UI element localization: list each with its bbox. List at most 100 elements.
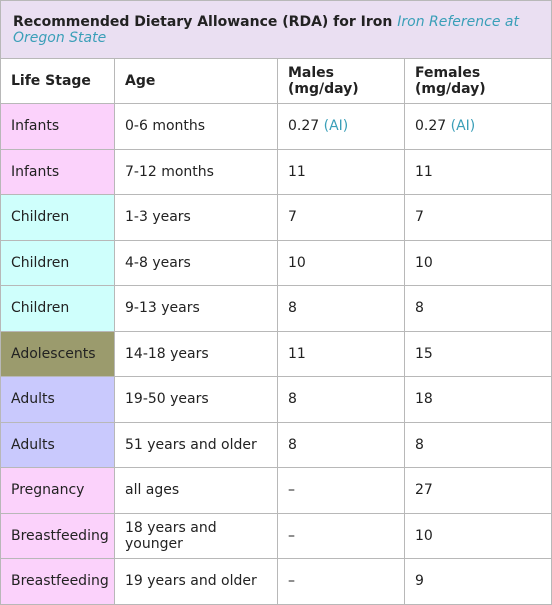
cell-females-value: 18 <box>415 391 433 408</box>
cell-life-stage-value: Adults <box>11 436 55 453</box>
cell-males: – <box>277 512 405 559</box>
cell-females-value: 0.27 <box>415 118 447 135</box>
cell-males: 8 <box>277 285 405 332</box>
cell-females-value: 10 <box>415 254 433 271</box>
cell-females: 27 <box>403 467 552 514</box>
table-caption-row: Recommended Dietary Allowance (RDA) for … <box>0 0 552 59</box>
cell-age: 14-18 years <box>114 330 278 377</box>
cell-life-stage: Infants <box>0 148 115 195</box>
cell-life-stage: Adults <box>0 376 115 423</box>
cell-age-value: 51 years and older <box>125 436 257 453</box>
cell-age: 19 years and older <box>114 558 278 605</box>
cell-females: 8 <box>403 285 552 332</box>
cell-females-value: 27 <box>415 482 433 499</box>
cell-males: 8 <box>277 376 405 423</box>
cell-males-value: 8 <box>288 436 297 453</box>
cell-age: 9-13 years <box>114 285 278 332</box>
table-row: Breastfeeding 18 years and younger – 10 <box>0 512 552 559</box>
cell-age-value: 4-8 years <box>125 254 191 271</box>
cell-age: 18 years and younger <box>114 512 278 559</box>
cell-males-note[interactable]: (AI) <box>323 118 349 135</box>
cell-females: 15 <box>403 330 552 377</box>
cell-age: 4-8 years <box>114 239 278 286</box>
table-row: Adolescents 14-18 years 11 15 <box>0 330 552 377</box>
cell-age: 7-12 months <box>114 148 278 195</box>
cell-age-value: 9-13 years <box>125 300 200 317</box>
cell-females-value: 8 <box>415 436 424 453</box>
cell-life-stage: Adults <box>0 421 115 468</box>
cell-females-value: 10 <box>415 527 433 544</box>
cell-males-value: 8 <box>288 391 297 408</box>
table-caption-title: Recommended Dietary Allowance (RDA) for … <box>13 13 393 30</box>
cell-males-value: 10 <box>288 254 306 271</box>
cell-age-value: 7-12 months <box>125 163 214 180</box>
cell-males: 11 <box>277 330 405 377</box>
cell-age-value: 1-3 years <box>125 209 191 226</box>
cell-females-value: 11 <box>415 163 433 180</box>
cell-females-note[interactable]: (AI) <box>450 118 476 135</box>
cell-females: 10 <box>403 239 552 286</box>
cell-males-value: – <box>288 573 295 590</box>
cell-females-value: 8 <box>415 300 424 317</box>
cell-life-stage-value: Breastfeeding <box>11 573 109 590</box>
cell-males-value: – <box>288 482 295 499</box>
cell-life-stage: Pregnancy <box>0 467 115 514</box>
cell-age-value: 19-50 years <box>125 391 209 408</box>
cell-age-value: 0-6 months <box>125 118 206 135</box>
cell-males-value: 0.27 <box>288 118 320 135</box>
cell-life-stage-value: Adults <box>11 391 55 408</box>
cell-males-value: 11 <box>288 163 306 180</box>
cell-females: 10 <box>403 512 552 559</box>
header-females: Females (mg/day) <box>403 58 552 104</box>
cell-females-value: 9 <box>415 573 424 590</box>
cell-life-stage-value: Infants <box>11 118 60 135</box>
cell-females: 8 <box>403 421 552 468</box>
header-life-stage: Life Stage <box>0 58 115 104</box>
cell-males: 8 <box>277 421 405 468</box>
table-row: Children 4-8 years 10 10 <box>0 239 552 286</box>
cell-males: – <box>277 558 405 605</box>
cell-females: 7 <box>403 194 552 241</box>
cell-life-stage-value: Adolescents <box>11 345 96 362</box>
cell-life-stage: Children <box>0 285 115 332</box>
table-row: Infants 7-12 months 11 11 <box>0 148 552 195</box>
cell-life-stage: Breastfeeding <box>0 558 115 605</box>
cell-life-stage: Breastfeeding <box>0 512 115 559</box>
cell-life-stage: Children <box>0 239 115 286</box>
cell-age-value: 14-18 years <box>125 345 209 362</box>
cell-males: 0.27 (AI) <box>277 103 405 150</box>
table-row: Pregnancy all ages – 27 <box>0 467 552 514</box>
cell-females: 11 <box>403 148 552 195</box>
cell-life-stage: Infants <box>0 103 115 150</box>
cell-life-stage: Children <box>0 194 115 241</box>
cell-age: all ages <box>114 467 278 514</box>
table-caption: Recommended Dietary Allowance (RDA) for … <box>0 0 552 59</box>
cell-males: 7 <box>277 194 405 241</box>
cell-females-value: 15 <box>415 345 433 362</box>
table-row: Adults 19-50 years 8 18 <box>0 376 552 423</box>
cell-age: 51 years and older <box>114 421 278 468</box>
cell-females: 0.27 (AI) <box>403 103 552 150</box>
cell-males-value: 7 <box>288 209 297 226</box>
cell-females: 9 <box>403 558 552 605</box>
cell-age: 1-3 years <box>114 194 278 241</box>
cell-males-value: 8 <box>288 300 297 317</box>
cell-life-stage-value: Infants <box>11 163 60 180</box>
cell-life-stage-value: Children <box>11 300 70 317</box>
cell-age: 0-6 months <box>114 103 278 150</box>
table-row: Adults 51 years and older 8 8 <box>0 421 552 468</box>
cell-males: – <box>277 467 405 514</box>
table-header-row: Life Stage Age Males (mg/day) Females (m… <box>0 58 552 104</box>
cell-life-stage-value: Children <box>11 254 70 271</box>
header-age: Age <box>114 58 278 104</box>
cell-males-value: – <box>288 527 295 544</box>
cell-age-value: all ages <box>125 482 180 499</box>
table-row: Children 9-13 years 8 8 <box>0 285 552 332</box>
cell-life-stage: Adolescents <box>0 330 115 377</box>
iron-reference-link[interactable]: Iron Reference at Oregon State <box>13 13 519 46</box>
cell-age: 19-50 years <box>114 376 278 423</box>
cell-males-value: 11 <box>288 345 306 362</box>
cell-life-stage-value: Pregnancy <box>11 482 85 499</box>
